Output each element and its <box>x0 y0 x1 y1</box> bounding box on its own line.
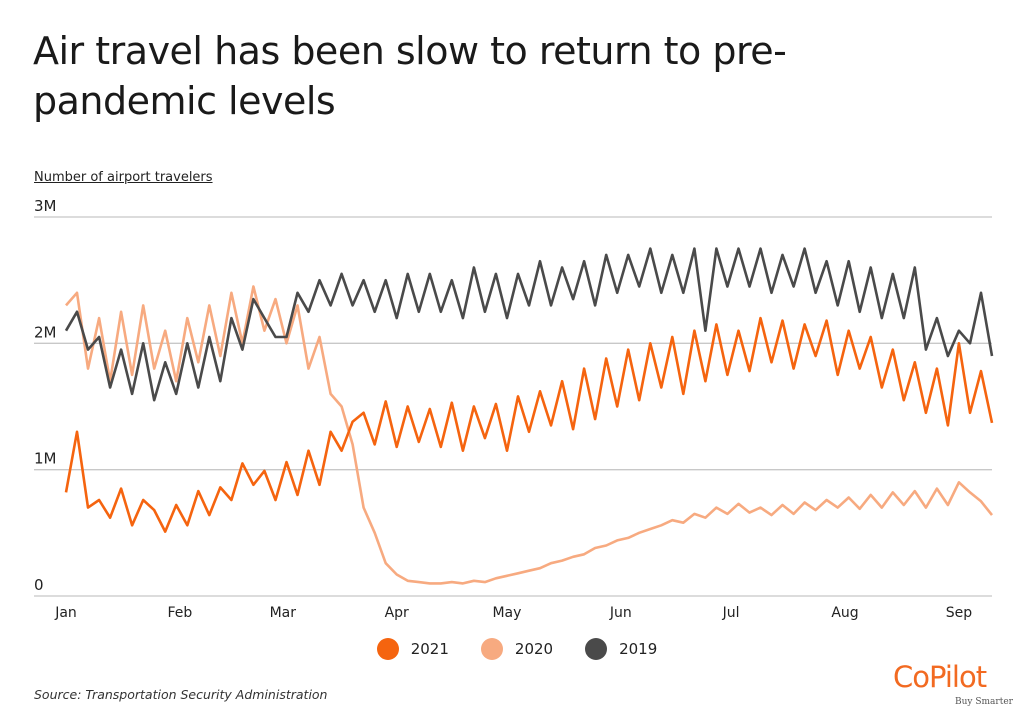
source-note: Source: Transportation Security Administ… <box>34 687 328 702</box>
chart-title: Air travel has been slow to return to pr… <box>33 29 787 123</box>
y-tick-label: 2M <box>34 323 57 341</box>
legend-item-2020: 2020 <box>480 638 554 660</box>
x-tick-label: Jul <box>722 605 740 621</box>
x-tick-label: May <box>492 605 521 621</box>
series-line-2021 <box>64 316 994 533</box>
y-axis-label: Number of airport travelers <box>34 170 213 185</box>
legend-label-2019: 2019 <box>619 640 658 658</box>
x-tick-label: Feb <box>168 605 193 621</box>
brand-tagline: Buy Smarter <box>955 697 1013 707</box>
legend: 2021 2020 2019 <box>0 638 1024 660</box>
y-tick-label: 1M <box>34 450 57 468</box>
legend-label-2020: 2020 <box>514 640 554 658</box>
x-tick-label: Aug <box>831 605 858 621</box>
legend-item-2021: 2021 <box>376 638 449 660</box>
x-tick-label: Mar <box>270 605 297 621</box>
series-line-2019 <box>64 247 994 402</box>
legend-swatch-2020 <box>480 638 503 660</box>
y-tick-label: 3M <box>34 197 57 215</box>
legend-swatch-2019 <box>585 638 608 660</box>
y-tick-label: 0 <box>34 576 44 594</box>
x-tick-label: Sep <box>946 605 973 621</box>
x-tick-label: Jan <box>54 605 77 621</box>
x-tick-label: Apr <box>385 605 409 621</box>
line-chart: 0 1M 2M 3M Jan Feb Mar Apr May Jun Jul Aug Sep <box>34 197 994 621</box>
legend-item-2019: 2019 <box>585 638 657 660</box>
x-tick-label: Jun <box>609 605 632 621</box>
brand-logo: CoPilot <box>893 660 987 694</box>
series-line-2020 <box>65 285 994 585</box>
legend-label-2021: 2021 <box>410 640 449 658</box>
legend-swatch-2021 <box>376 638 399 660</box>
